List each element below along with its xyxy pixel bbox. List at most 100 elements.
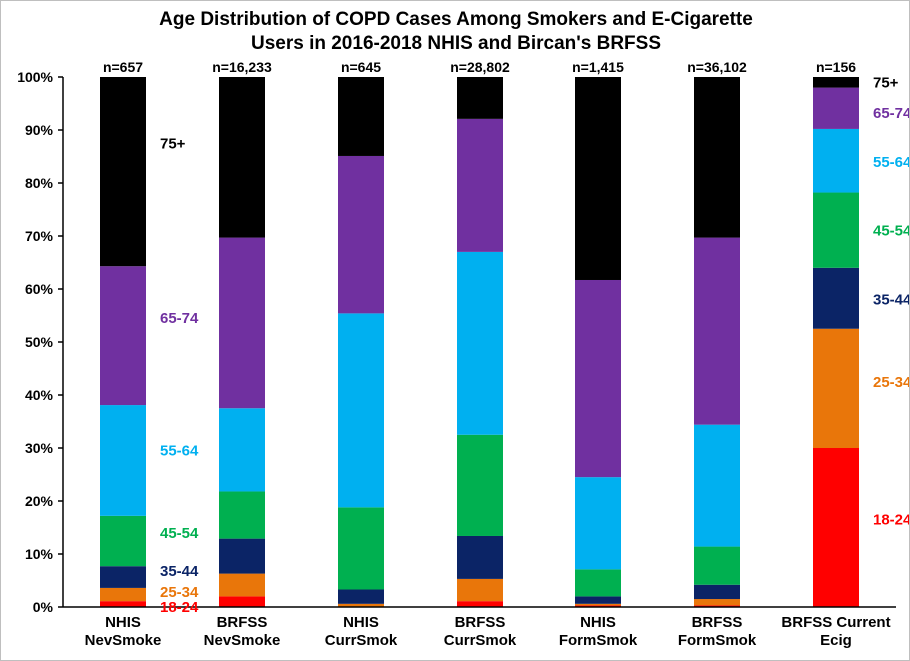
n-labels-group: n=657 n=16,233 n=645 n=28,802 n=1,415 n=36,10…: [103, 59, 856, 75]
segment-age-label: 18-24: [160, 599, 199, 616]
y-axis: 0% 10% 20% 30% 40% 50% 60% 70% 80% 90% 100%: [17, 69, 64, 615]
chart-title-line-1: Age Distribution of COPD Cases Among Smo…: [159, 9, 753, 30]
x-category-label: BRFSS: [692, 614, 743, 631]
x-category-label: NHIS: [343, 614, 379, 631]
bar-segment: [100, 266, 146, 406]
bar-segment: [575, 603, 621, 606]
x-category-label: NevSmoke: [85, 632, 162, 649]
segment-age-label: 45-54: [873, 223, 909, 240]
bar-segment: [813, 328, 859, 448]
bar-segment: [813, 77, 859, 88]
bar-segment: [338, 313, 384, 508]
x-category-label: NHIS: [105, 614, 141, 631]
segment-age-label: 18-24: [873, 512, 909, 529]
segment-age-label: 75+: [160, 135, 186, 152]
bar-segment: [457, 535, 503, 579]
segment-age-label: 65-74: [873, 105, 909, 122]
bar-segment: [338, 77, 384, 156]
bar-segment: [575, 279, 621, 478]
bar-segment: [457, 578, 503, 602]
bar-segment: [219, 538, 265, 574]
y-tick-label: 90%: [25, 122, 54, 138]
bar-segment: [694, 584, 740, 600]
bar-segment: [575, 77, 621, 280]
bar-segment: [100, 566, 146, 588]
bar-segment: [457, 118, 503, 252]
y-tick-label: 30%: [25, 440, 54, 456]
sample-size-label: n=156: [816, 59, 856, 75]
segment-age-label: 35-44: [160, 563, 199, 580]
bar-segment: [694, 605, 740, 607]
bar-segment: [694, 599, 740, 606]
segment-age-label: 25-34: [160, 584, 199, 601]
segment-age-label: 65-74: [160, 310, 199, 327]
segment-age-label: 55-64: [160, 443, 199, 460]
x-axis: NHISNevSmokeBRFSSNevSmokeNHISCurrSmokBRF…: [63, 606, 896, 649]
sample-size-label: n=36,102: [687, 59, 747, 75]
bar-segment: [338, 155, 384, 314]
bar-segment: [575, 477, 621, 570]
segment-labels-group: 75+65-7455-6445-5435-4425-3418-2475+65-7…: [160, 74, 909, 616]
y-tick-label: 40%: [25, 387, 54, 403]
bar-segment: [219, 408, 265, 492]
segment-age-label: 75+: [873, 74, 899, 91]
sample-size-label: n=28,802: [450, 59, 510, 75]
segment-age-label: 35-44: [873, 292, 909, 309]
bar-segment: [338, 603, 384, 607]
bar-segment: [694, 77, 740, 238]
bar-segment: [219, 491, 265, 539]
chart-title-line-2: Users in 2016-2018 NHIS and Bircan's BRF…: [251, 33, 661, 54]
bar-segment: [219, 237, 265, 409]
bar-segment: [457, 601, 503, 607]
bars-group: [100, 77, 859, 607]
y-tick-label: 60%: [25, 281, 54, 297]
y-tick-label: 10%: [25, 546, 54, 562]
y-tick-label: 0%: [33, 599, 54, 615]
x-category-label: NevSmoke: [204, 632, 281, 649]
y-tick-label: 20%: [25, 493, 54, 509]
y-tick-label: 70%: [25, 228, 54, 244]
sample-size-label: n=645: [341, 59, 381, 75]
bar-segment: [813, 87, 859, 129]
bar-segment: [100, 587, 146, 602]
sample-size-label: n=657: [103, 59, 143, 75]
bar-segment: [100, 601, 146, 607]
bar-segment: [219, 573, 265, 597]
bar-segment: [100, 405, 146, 516]
x-category-label: BRFSS: [455, 614, 506, 631]
x-category-label: CurrSmok: [325, 632, 398, 649]
bar-segment: [694, 424, 740, 547]
bar-segment: [813, 448, 859, 607]
y-tick-label: 100%: [17, 69, 53, 85]
segment-age-label: 55-64: [873, 154, 909, 171]
x-category-label: FormSmok: [678, 632, 757, 649]
bar-segment: [575, 605, 621, 607]
bar-segment: [813, 192, 859, 268]
bar-segment: [457, 77, 503, 119]
bar-segment: [575, 596, 621, 604]
x-category-label: Ecig: [820, 632, 852, 649]
bar-segment: [813, 267, 859, 329]
bar-segment: [338, 507, 384, 590]
bar-segment: [694, 546, 740, 585]
bar-segment: [219, 77, 265, 238]
bar-segment: [219, 596, 265, 607]
bar-segment: [100, 515, 146, 567]
x-category-label: BRFSS Current: [781, 614, 890, 631]
y-tick-label: 50%: [25, 334, 54, 350]
sample-size-label: n=1,415: [572, 59, 624, 75]
x-category-label: NHIS: [580, 614, 616, 631]
bar-segment: [100, 77, 146, 267]
segment-age-label: 45-54: [160, 525, 199, 542]
bar-segment: [457, 434, 503, 536]
x-category-label: FormSmok: [559, 632, 638, 649]
x-category-label: BRFSS: [217, 614, 268, 631]
bar-segment: [457, 251, 503, 435]
y-tick-label: 80%: [25, 175, 54, 191]
bar-segment: [694, 237, 740, 425]
segment-age-label: 25-34: [873, 374, 909, 391]
bar-segment: [575, 569, 621, 597]
x-category-label: CurrSmok: [444, 632, 517, 649]
